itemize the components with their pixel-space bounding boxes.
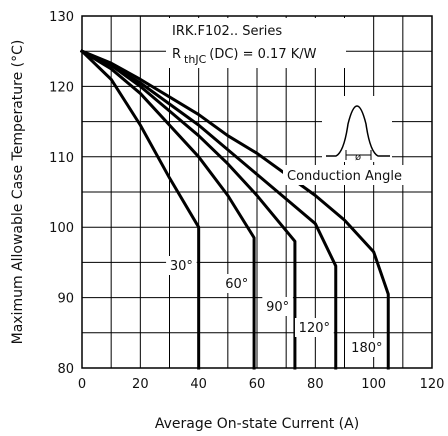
series-label-0: 30° xyxy=(170,259,193,274)
x-tick-label: 40 xyxy=(190,377,207,392)
x-tick-label: 60 xyxy=(249,377,266,392)
series-label-bg-4 xyxy=(347,338,387,357)
y-tick-label: 110 xyxy=(49,151,74,166)
series-label: IRK.F102.. Series xyxy=(172,24,282,39)
series-label-bg-3 xyxy=(294,318,334,337)
series-label-1: 60° xyxy=(225,277,248,292)
x-tick-label: 80 xyxy=(307,377,324,392)
y-axis-title: Maximum Allowable Case Temperature (°C) xyxy=(10,40,26,345)
y-tick-label: 120 xyxy=(49,80,74,95)
series-label-3: 120° xyxy=(299,321,330,336)
inset-bg xyxy=(322,96,392,162)
series-line-4 xyxy=(80,49,390,370)
series-line-1 xyxy=(79,49,256,370)
y-tick-label: 130 xyxy=(49,10,74,25)
angle-symbol: ø xyxy=(355,152,361,163)
series-label-4: 180° xyxy=(351,341,382,356)
x-tick-label: 0 xyxy=(78,377,86,392)
series-label-bg-0 xyxy=(166,256,197,275)
annotation-bg xyxy=(166,18,346,68)
rth-suffix: (DC) = 0.17 K/W xyxy=(209,47,316,62)
x-tick-label: 20 xyxy=(132,377,149,392)
conduction-waveform-icon xyxy=(326,105,390,157)
inset-label: Conduction Angle xyxy=(287,169,402,184)
y-tick-label: 90 xyxy=(57,292,74,307)
y-tick-label: 100 xyxy=(49,221,74,236)
series-label-bg-2 xyxy=(262,297,293,316)
inset-label-bg xyxy=(283,165,429,185)
rth-subscript: thJC xyxy=(184,53,207,66)
rth-prefix: R xyxy=(172,47,181,62)
series-line-0 xyxy=(79,49,201,370)
x-tick-label: 120 xyxy=(420,377,445,392)
series-label-2: 90° xyxy=(266,300,289,315)
y-tick-label: 80 xyxy=(57,362,74,377)
series-labels: 30° 60° 90° 120° 180° xyxy=(166,256,387,357)
curves xyxy=(79,49,390,370)
series-label-bg-1 xyxy=(221,274,253,293)
x-axis-title: Average On-state Current (A) xyxy=(155,416,359,432)
x-tick-label: 100 xyxy=(361,377,386,392)
series-line-3 xyxy=(79,49,338,370)
tick-labels: 0 20 40 60 80 100 120 80 90 100 110 120 130 xyxy=(49,10,444,392)
